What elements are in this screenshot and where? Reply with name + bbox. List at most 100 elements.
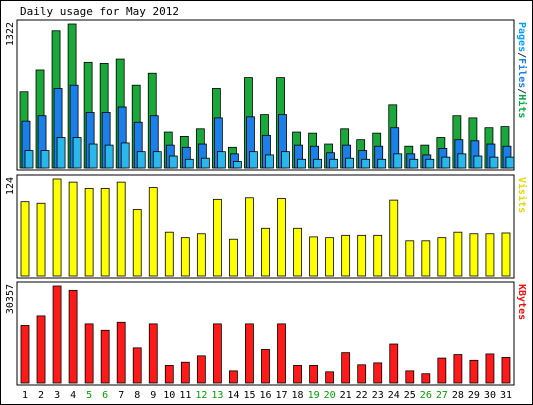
- pages-bar: [216, 151, 226, 169]
- kbytes-bar: [357, 364, 367, 384]
- kbytes-bar: [132, 347, 142, 384]
- x-tick-label: 27: [436, 390, 448, 401]
- kbytes-bar: [68, 289, 78, 384]
- visits-bar: [341, 234, 351, 277]
- x-tick-label: 21: [340, 390, 352, 401]
- x-tick-label: 6: [102, 390, 108, 401]
- chart-title: Daily usage for May 2012: [20, 5, 179, 18]
- legend-part-0: KBytes: [516, 284, 527, 320]
- pages-bar: [377, 158, 387, 169]
- visits-bar: [373, 234, 383, 277]
- pages-bar: [184, 158, 194, 169]
- pages-bar: [425, 158, 435, 169]
- x-tick-label: 13: [211, 390, 223, 401]
- kbytes-bar: [485, 353, 495, 384]
- x-tick-label: 26: [420, 390, 432, 401]
- x-tick-label: 25: [404, 390, 416, 401]
- kbytes-bar: [245, 323, 254, 384]
- visits-bar: [116, 181, 126, 277]
- kbytes-bar: [212, 323, 222, 384]
- kbytes-bar: [389, 343, 399, 384]
- x-tick-label: 4: [70, 390, 76, 401]
- pages-bar: [457, 153, 467, 169]
- pages-bar: [104, 144, 114, 169]
- pages-bar: [233, 161, 242, 169]
- pages-bar: [136, 151, 146, 169]
- pages-bar: [297, 158, 306, 169]
- kbytes-bar: [180, 361, 190, 384]
- x-tick-label: 28: [452, 390, 464, 401]
- visits-bar: [357, 234, 367, 277]
- visits-bar: [229, 238, 238, 277]
- visits-bar: [196, 233, 206, 277]
- x-tick-label: 2: [38, 390, 44, 401]
- visits-bar: [437, 237, 447, 277]
- visits-bar: [325, 237, 335, 277]
- legend-part-4: Hits: [516, 94, 528, 118]
- visits-bar: [293, 227, 302, 277]
- x-tick-label: 8: [134, 390, 140, 401]
- visits-bar: [68, 181, 78, 277]
- pages-bar: [281, 151, 290, 169]
- visits-bar: [389, 199, 399, 277]
- pages-bar: [168, 155, 178, 169]
- x-tick-label: 14: [227, 390, 239, 401]
- pages-bar: [249, 151, 258, 169]
- series-legend-label: Visits: [516, 177, 528, 213]
- series-legend-label: KBytes: [516, 284, 527, 320]
- kbytes-bar: [261, 349, 270, 384]
- visits-bar: [453, 231, 463, 277]
- kbytes-bar: [421, 373, 431, 384]
- visits-bar: [501, 232, 511, 277]
- kbytes-bar: [469, 359, 479, 384]
- kbytes-bar: [309, 365, 318, 384]
- x-tick-label: 30: [484, 390, 496, 401]
- pages-bar: [265, 154, 274, 169]
- pages-bar: [489, 156, 499, 169]
- y-max-label: 124: [5, 177, 16, 195]
- visits-bar: [245, 197, 254, 277]
- legend-part-0: Visits: [516, 177, 528, 213]
- kbytes-bar: [325, 371, 335, 384]
- kbytes-bar: [277, 323, 286, 384]
- visits-bar: [36, 202, 46, 277]
- pages-bar: [329, 158, 339, 169]
- y-max-label: 30357: [5, 284, 16, 314]
- visits-bar: [277, 198, 286, 277]
- x-axis-labels: 1 2 3 4 5 6 7 8 9 10 11 12 13 14 15 16 17 18 19 20 21 22 23 24 2…: [22, 390, 512, 401]
- kbytes-bar: [373, 362, 383, 384]
- kbytes-bar: [116, 321, 126, 384]
- pages-bar: [40, 150, 50, 169]
- pages-bar: [473, 155, 483, 169]
- legend-part-3: /: [516, 88, 527, 94]
- visits-bar: [261, 227, 270, 277]
- kbytes-bar: [341, 352, 351, 384]
- panel-hits-files-pages: 1322 Pages/Files/Hits: [5, 19, 528, 171]
- visits-bar: [52, 178, 62, 277]
- x-tick-label: 17: [276, 390, 288, 401]
- kbytes-bar: [196, 355, 206, 384]
- visits-bar: [164, 231, 174, 277]
- pages-bar: [505, 156, 515, 169]
- legend-part-2: Files: [516, 58, 528, 88]
- kbytes-bar: [501, 357, 511, 384]
- panel-visits: 124 Visits: [5, 174, 528, 279]
- y-max-label: 1322: [5, 22, 16, 46]
- kbytes-bar: [52, 285, 62, 384]
- pages-bar: [24, 150, 34, 169]
- x-tick-label: 9: [150, 390, 156, 401]
- x-tick-label: 18: [292, 390, 304, 401]
- kbytes-bar: [164, 365, 174, 384]
- visits-bar: [20, 201, 30, 277]
- visits-bar: [132, 209, 142, 277]
- x-tick-label: 10: [163, 390, 175, 401]
- visits-bar: [469, 233, 479, 277]
- kbytes-bar: [405, 370, 415, 384]
- legend-part-0: Pages: [516, 22, 527, 52]
- legend-part-1: /: [516, 52, 527, 58]
- kbytes-bar: [84, 323, 94, 384]
- kbytes-bar: [20, 325, 30, 384]
- x-tick-label: 24: [388, 390, 400, 401]
- x-tick-label: 5: [86, 390, 92, 401]
